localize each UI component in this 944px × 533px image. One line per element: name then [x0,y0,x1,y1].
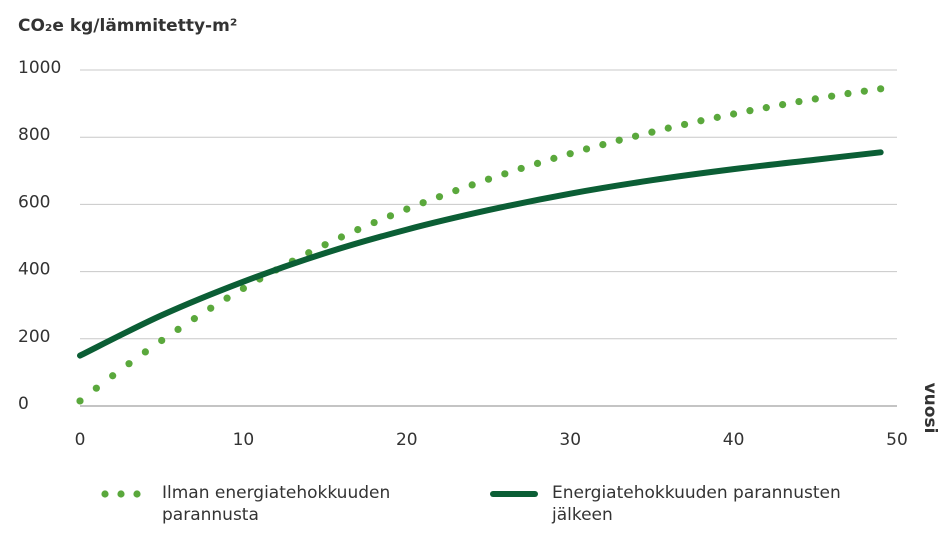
line-dot [468,181,476,189]
line-dot [680,120,689,129]
line-dot [435,193,444,201]
line-dot [207,304,215,312]
line-dot [844,89,852,98]
line-dot [517,164,525,173]
y-tick-label: 1000 [18,58,61,78]
line-dot [370,218,378,227]
legend-label: Ilman energiatehokkuuden parannusta [162,483,391,525]
line-dot [92,384,100,392]
line-dot [713,113,721,121]
y-tick-label: 400 [18,260,50,280]
line-dot [223,294,231,302]
line-dot [860,87,868,95]
line-dot [419,199,427,207]
line-dot [109,372,117,380]
line-dot [174,325,182,333]
line-dot [321,241,329,249]
line-dot [877,85,885,93]
line-dot [158,336,166,345]
line-dot [811,95,819,103]
line-dot [762,104,770,112]
line-dot [239,284,247,292]
line-dot [779,101,787,109]
line-dot [615,136,623,144]
line-dot [664,124,672,132]
y-tick-label: 200 [18,327,50,347]
legend-swatch [133,490,141,498]
x-tick-label: 40 [723,430,745,450]
y-tick-label: 600 [18,192,50,212]
line [77,149,884,359]
line-dot [648,128,656,136]
line-dot [828,92,836,100]
line-dot [484,175,493,183]
x-tick-label: 20 [396,430,418,450]
x-tick-label: 50 [886,430,908,450]
x-axis-label: vuosi [920,383,940,434]
line-dot [403,205,411,213]
y-axis-label: CO₂e kg/lämmitetty-m² [18,16,237,36]
legend-label: Energiatehokkuuden parannusten jälkeen [552,483,841,525]
line-dot [730,110,738,118]
x-tick-label: 10 [233,430,255,450]
line-dot [305,249,313,257]
x-tick-label: 0 [75,430,86,450]
line-dot [746,107,754,115]
line-dot [631,132,640,140]
line-dot [452,187,460,195]
line-dot [386,212,395,220]
line-dot [501,170,509,178]
line-dot [566,150,574,158]
line-dot [190,315,198,323]
line-dot [599,140,607,149]
line-dot [76,397,84,405]
x-tick-label: 30 [559,430,581,450]
line-dot [533,159,542,168]
y-tick-label: 800 [18,125,50,145]
line-dot [582,145,591,153]
legend-swatch [117,490,125,498]
line-dot [795,97,803,106]
line-dot [337,233,346,241]
line-dot [354,226,362,234]
line-dot [550,154,558,162]
line-dot [125,360,133,368]
line-dot [141,348,149,356]
y-tick-label: 0 [18,394,29,414]
legend-swatch [101,490,109,498]
line-dot [697,117,705,125]
